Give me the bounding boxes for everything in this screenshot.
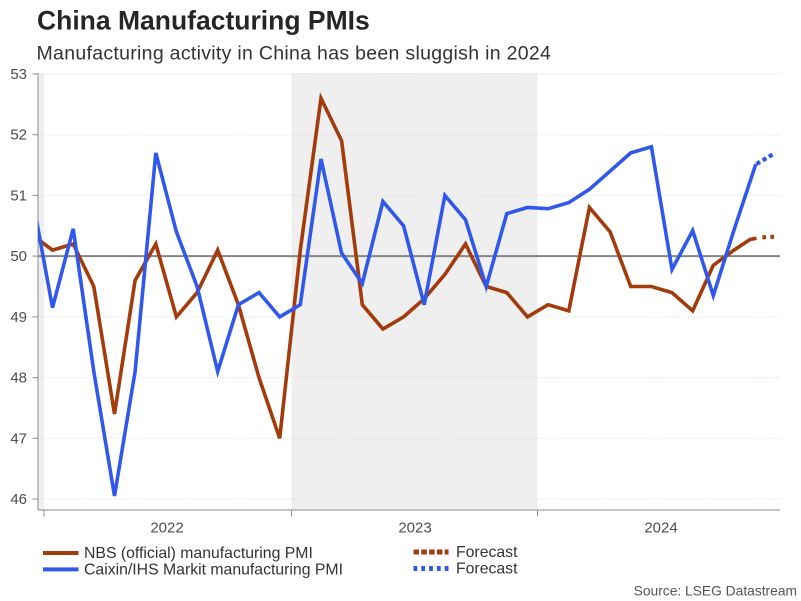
svg-text:Forecast: Forecast — [456, 544, 518, 561]
svg-text:46: 46 — [10, 491, 27, 508]
svg-text:50: 50 — [10, 248, 27, 265]
svg-text:Manufacturing activity in Chin: Manufacturing activity in China has been… — [37, 43, 552, 65]
svg-text:53: 53 — [10, 66, 27, 83]
svg-text:47: 47 — [10, 430, 27, 447]
svg-text:NBS (official) manufacturing P: NBS (official) manufacturing PMI — [84, 545, 313, 562]
svg-text:2022: 2022 — [150, 520, 183, 537]
svg-text:51: 51 — [10, 187, 27, 204]
svg-text:2024: 2024 — [644, 520, 677, 537]
svg-text:49: 49 — [10, 309, 27, 326]
svg-text:52: 52 — [10, 127, 27, 144]
svg-text:Source: LSEG Datastream: Source: LSEG Datastream — [634, 584, 797, 599]
svg-text:2023: 2023 — [398, 520, 431, 537]
svg-text:Forecast: Forecast — [456, 560, 518, 577]
svg-text:China Manufacturing PMIs: China Manufacturing PMIs — [37, 5, 370, 35]
svg-text:Caixin/IHS Markit manufacturin: Caixin/IHS Markit manufacturing PMI — [84, 561, 343, 578]
svg-text:48: 48 — [10, 370, 27, 387]
